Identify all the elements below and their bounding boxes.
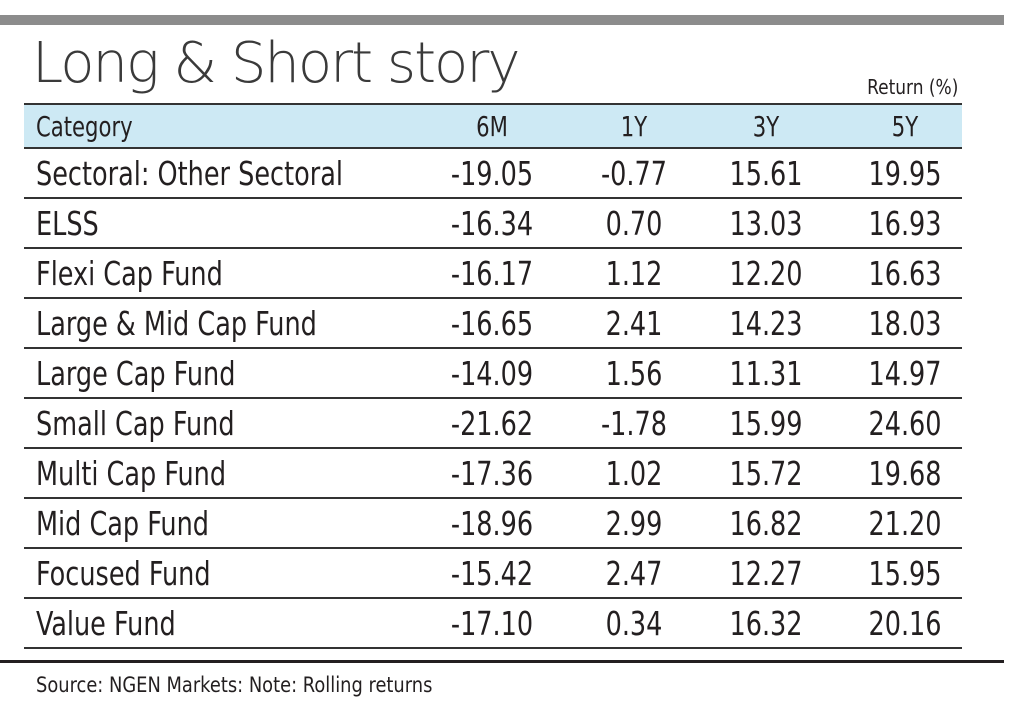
return-1y-cell: -0.77 bbox=[600, 153, 668, 193]
return-5y-cell: 14.97 bbox=[868, 353, 942, 393]
table-row: Flexi Cap Fund -16.17 1.12 12.20 16.63 bbox=[24, 249, 962, 299]
category-cell: Multi Cap Fund bbox=[36, 453, 227, 493]
table-row: Large & Mid Cap Fund -16.65 2.41 14.23 1… bbox=[24, 299, 962, 349]
return-1y-cell: 0.34 bbox=[605, 603, 663, 643]
header-5y: 5Y bbox=[891, 109, 919, 143]
return-1y-cell: 0.70 bbox=[605, 203, 663, 243]
return-5y-cell: 19.68 bbox=[868, 453, 942, 493]
return-6m-cell: -16.34 bbox=[450, 203, 534, 243]
return-6m-cell: -16.65 bbox=[450, 303, 534, 343]
header-6m: 6M bbox=[476, 109, 508, 143]
category-cell: Small Cap Fund bbox=[36, 403, 235, 443]
table-header-row: Category 6M 1Y 3Y 5Y bbox=[24, 103, 962, 149]
return-1y-cell: 1.02 bbox=[605, 453, 663, 493]
category-cell: Large Cap Fund bbox=[36, 353, 236, 393]
return-6m-cell: -17.36 bbox=[450, 453, 534, 493]
return-6m-cell: -21.62 bbox=[450, 403, 534, 443]
return-5y-cell: 15.95 bbox=[868, 553, 942, 593]
return-6m-cell: -16.17 bbox=[450, 253, 534, 293]
unit-note: Return (%) bbox=[866, 75, 958, 99]
header-category: Category bbox=[36, 109, 133, 143]
source-note: Source: NGEN Markets: Note: Rolling retu… bbox=[36, 673, 433, 697]
table-row: Multi Cap Fund -17.36 1.02 15.72 19.68 bbox=[24, 449, 962, 499]
return-6m-cell: -19.05 bbox=[450, 153, 534, 193]
return-5y-cell: 20.16 bbox=[868, 603, 942, 643]
return-5y-cell: 19.95 bbox=[868, 153, 942, 193]
return-3y-cell: 15.72 bbox=[729, 453, 803, 493]
return-3y-cell: 16.32 bbox=[729, 603, 803, 643]
return-1y-cell: 2.47 bbox=[605, 553, 663, 593]
table-row: Mid Cap Fund -18.96 2.99 16.82 21.20 bbox=[24, 499, 962, 549]
return-3y-cell: 15.61 bbox=[729, 153, 803, 193]
return-3y-cell: 12.20 bbox=[729, 253, 803, 293]
table-row: Focused Fund -15.42 2.47 12.27 15.95 bbox=[24, 549, 962, 599]
table-row: Large Cap Fund -14.09 1.56 11.31 14.97 bbox=[24, 349, 962, 399]
bottom-rule bbox=[0, 660, 1004, 663]
return-6m-cell: -17.10 bbox=[450, 603, 534, 643]
table-row: Sectoral: Other Sectoral -19.05 -0.77 15… bbox=[24, 149, 962, 199]
header-3y: 3Y bbox=[752, 109, 780, 143]
return-6m-cell: -18.96 bbox=[450, 503, 534, 543]
return-1y-cell: 2.99 bbox=[605, 503, 663, 543]
return-1y-cell: 2.41 bbox=[605, 303, 663, 343]
category-cell: Focused Fund bbox=[36, 553, 211, 593]
return-5y-cell: 21.20 bbox=[868, 503, 942, 543]
category-cell: ELSS bbox=[36, 203, 99, 243]
table-row: Value Fund -17.10 0.34 16.32 20.16 bbox=[24, 599, 962, 649]
return-5y-cell: 18.03 bbox=[868, 303, 942, 343]
return-5y-cell: 16.63 bbox=[868, 253, 942, 293]
category-cell: Mid Cap Fund bbox=[36, 503, 209, 543]
page-title: Long & Short story bbox=[32, 31, 520, 96]
return-6m-cell: -14.09 bbox=[450, 353, 534, 393]
table-row: Small Cap Fund -21.62 -1.78 15.99 24.60 bbox=[24, 399, 962, 449]
return-1y-cell: -1.78 bbox=[600, 403, 668, 443]
return-3y-cell: 12.27 bbox=[729, 553, 803, 593]
category-cell: Sectoral: Other Sectoral bbox=[36, 153, 343, 193]
return-3y-cell: 13.03 bbox=[729, 203, 803, 243]
return-1y-cell: 1.56 bbox=[605, 353, 663, 393]
top-rule bbox=[0, 15, 1004, 25]
return-1y-cell: 1.12 bbox=[605, 253, 663, 293]
return-3y-cell: 15.99 bbox=[729, 403, 803, 443]
category-cell: Large & Mid Cap Fund bbox=[36, 303, 317, 343]
category-cell: Flexi Cap Fund bbox=[36, 253, 223, 293]
return-5y-cell: 24.60 bbox=[868, 403, 942, 443]
category-cell: Value Fund bbox=[36, 603, 176, 643]
return-3y-cell: 14.23 bbox=[729, 303, 803, 343]
table-row: ELSS -16.34 0.70 13.03 16.93 bbox=[24, 199, 962, 249]
return-5y-cell: 16.93 bbox=[868, 203, 942, 243]
return-3y-cell: 11.31 bbox=[729, 353, 803, 393]
return-6m-cell: -15.42 bbox=[450, 553, 534, 593]
header-1y: 1Y bbox=[620, 109, 648, 143]
return-3y-cell: 16.82 bbox=[729, 503, 803, 543]
returns-table: Category 6M 1Y 3Y 5Y Sectoral: Other Sec… bbox=[24, 103, 962, 649]
